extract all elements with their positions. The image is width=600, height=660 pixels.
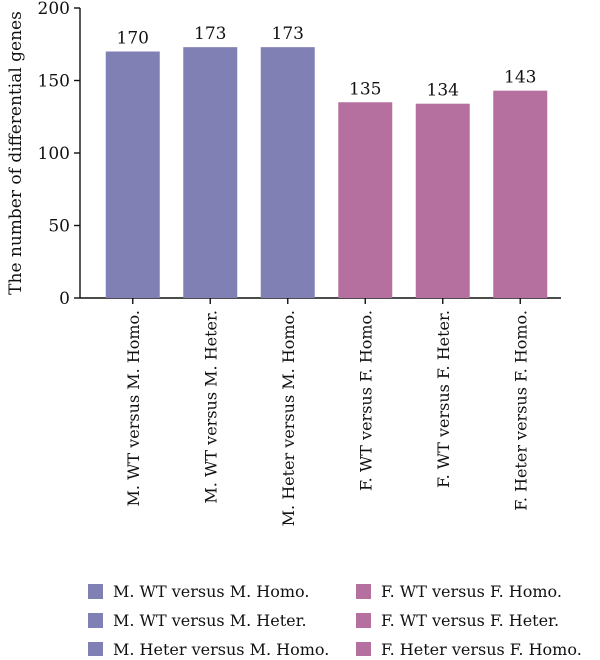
legend-item: M. Heter versus M. Homo. xyxy=(88,640,329,659)
x-category-labels: M. WT versus M. Homo. M. WT versus M. Het… xyxy=(124,310,531,526)
legend-swatch xyxy=(356,642,371,657)
bar-value-label: 173 xyxy=(194,24,226,44)
bar-value-label: 173 xyxy=(272,24,304,44)
y-tick-label: 0 xyxy=(59,289,70,309)
bar xyxy=(493,90,548,299)
legend-label: M. Heter versus M. Homo. xyxy=(113,640,329,656)
x-category-label: F. WT versus F. Heter. xyxy=(434,310,453,488)
y-tick-label: 150 xyxy=(38,72,70,92)
x-category-label: F. WT versus F. Homo. xyxy=(356,310,375,491)
bar xyxy=(183,47,238,299)
bar xyxy=(260,47,315,299)
x-category-label: M. WT versus M. Heter. xyxy=(201,310,220,504)
y-tick-label: 200 xyxy=(38,0,70,19)
bar-value-label: 143 xyxy=(504,68,536,88)
legend-label: F. WT versus F. Heter. xyxy=(381,611,559,630)
legend-label: F. WT versus F. Homo. xyxy=(381,582,562,601)
legend-swatch xyxy=(88,584,103,599)
legend-item: F. WT versus F. Heter. xyxy=(356,611,559,630)
legend: M. WT versus M. Homo. M. WT versus M. Het… xyxy=(88,582,582,659)
bar xyxy=(415,103,470,298)
bars: 170 173 173 135 134 143 xyxy=(105,24,548,299)
y-axis-title: The number of differential genes xyxy=(6,11,26,295)
legend-swatch xyxy=(88,642,103,657)
legend-swatch xyxy=(88,613,103,628)
legend-item: M. WT versus M. Homo. xyxy=(88,582,309,601)
y-ticks: 0 50 100 150 200 xyxy=(38,0,521,309)
legend-swatch xyxy=(356,584,371,599)
bar-value-label: 134 xyxy=(427,81,459,101)
y-tick-label: 50 xyxy=(48,217,70,237)
x-category-label: M. Heter versus M. Homo. xyxy=(279,310,298,526)
legend-swatch xyxy=(356,613,371,628)
legend-item: F. WT versus F. Homo. xyxy=(356,582,562,601)
y-tick-label: 100 xyxy=(38,144,70,164)
legend-label: F. Heter versus F. Homo. xyxy=(381,640,582,656)
bar xyxy=(105,51,160,298)
legend-label: M. WT versus M. Heter. xyxy=(113,611,307,630)
bar xyxy=(338,102,393,298)
bar-value-label: 135 xyxy=(349,79,381,99)
legend-item: M. WT versus M. Heter. xyxy=(88,611,307,630)
legend-item: F. Heter versus F. Homo. xyxy=(356,640,582,659)
x-category-label: F. Heter versus F. Homo. xyxy=(511,310,530,511)
bar-value-label: 170 xyxy=(117,29,149,49)
x-category-label: M. WT versus M. Homo. xyxy=(124,310,143,506)
legend-label: M. WT versus M. Homo. xyxy=(113,582,309,601)
